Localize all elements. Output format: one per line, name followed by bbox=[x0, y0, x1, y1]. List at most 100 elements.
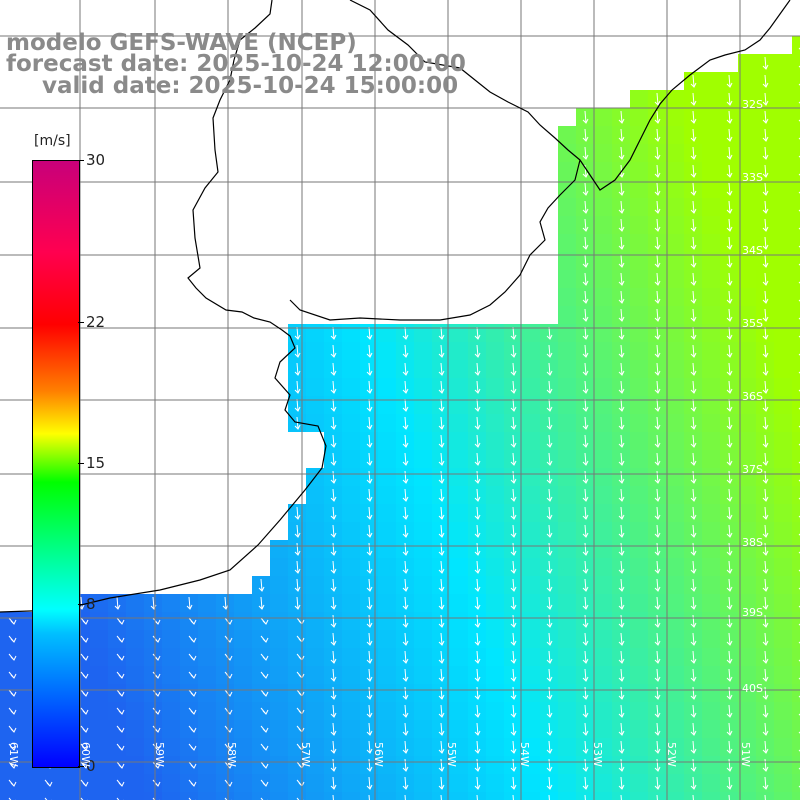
wind-cell bbox=[0, 666, 18, 684]
wind-arrow bbox=[726, 128, 733, 142]
wind-arrow bbox=[690, 776, 697, 790]
wind-cell bbox=[0, 684, 18, 702]
wind-cell bbox=[792, 432, 800, 450]
wind-arrow bbox=[438, 668, 445, 682]
wind-cell bbox=[738, 54, 756, 72]
wind-cell bbox=[774, 576, 792, 594]
wind-arrow bbox=[546, 776, 553, 790]
wind-arrow bbox=[330, 506, 337, 520]
wind-cell bbox=[216, 774, 234, 792]
wind-cell bbox=[0, 756, 18, 774]
wind-arrow bbox=[726, 650, 733, 664]
wind-arrow bbox=[402, 650, 409, 664]
wind-cell bbox=[252, 756, 270, 774]
wind-cell bbox=[774, 324, 792, 342]
wind-cell bbox=[594, 612, 612, 630]
wind-cell bbox=[702, 468, 720, 486]
wind-arrow bbox=[654, 704, 661, 718]
wind-cell bbox=[306, 630, 324, 648]
wind-arrow bbox=[726, 218, 733, 232]
wind-cell bbox=[792, 648, 800, 666]
wind-arrow bbox=[618, 596, 625, 610]
wind-arrow bbox=[618, 254, 625, 268]
wind-cell bbox=[594, 630, 612, 648]
longitude-label: 55W bbox=[445, 742, 458, 767]
wind-cell bbox=[270, 702, 288, 720]
wind-cell bbox=[666, 666, 684, 684]
wind-arrow bbox=[474, 740, 481, 754]
longitude-label: 60W bbox=[79, 742, 92, 767]
wind-cell bbox=[414, 684, 432, 702]
wind-cell bbox=[738, 594, 756, 612]
wind-cell bbox=[774, 270, 792, 288]
wind-cell bbox=[90, 756, 108, 774]
wind-cell bbox=[162, 720, 180, 738]
wind-cell bbox=[450, 378, 468, 396]
wind-cell bbox=[270, 756, 288, 774]
colorbar-tick-label: 0 bbox=[86, 757, 96, 775]
longitude-label: 58W bbox=[225, 742, 238, 767]
wind-cell bbox=[594, 306, 612, 324]
wind-arrow bbox=[546, 560, 553, 574]
wind-arrow bbox=[438, 686, 445, 700]
wind-arrow bbox=[402, 416, 409, 430]
wind-cell bbox=[558, 252, 576, 270]
wind-arrow bbox=[258, 596, 265, 610]
wind-cell bbox=[252, 612, 270, 630]
wind-arrow bbox=[690, 164, 697, 178]
wind-arrow bbox=[116, 779, 125, 787]
wind-arrow bbox=[116, 797, 124, 800]
wind-arrow bbox=[188, 671, 197, 679]
wind-cell bbox=[198, 792, 216, 800]
wind-cell bbox=[774, 414, 792, 432]
wind-cell bbox=[738, 540, 756, 558]
wind-cell bbox=[90, 630, 108, 648]
wind-arrow bbox=[474, 686, 481, 700]
wind-cell bbox=[630, 270, 648, 288]
wind-arrow bbox=[510, 362, 517, 376]
wind-arrow bbox=[582, 578, 589, 592]
wind-cell bbox=[72, 774, 90, 792]
wind-arrow bbox=[582, 488, 589, 502]
wind-cell bbox=[702, 486, 720, 504]
wind-cell bbox=[342, 612, 360, 630]
wind-cell bbox=[0, 774, 18, 792]
wind-cell bbox=[234, 630, 252, 648]
wind-arrow bbox=[510, 326, 517, 340]
wind-cell bbox=[0, 612, 18, 630]
wind-cell bbox=[144, 648, 162, 666]
wind-arrow bbox=[474, 704, 481, 718]
wind-cell bbox=[774, 756, 792, 774]
wind-cell bbox=[216, 756, 234, 774]
wind-arrow bbox=[294, 344, 301, 358]
wind-arrow bbox=[546, 686, 553, 700]
wind-cell bbox=[558, 324, 576, 342]
wind-arrow bbox=[402, 326, 409, 340]
wind-arrow bbox=[8, 779, 17, 787]
wind-arrow bbox=[618, 290, 625, 304]
wind-arrow bbox=[584, 794, 586, 800]
wind-cell bbox=[234, 720, 252, 738]
wind-arrow bbox=[294, 398, 301, 412]
wind-cell bbox=[702, 630, 720, 648]
wind-arrow bbox=[116, 689, 125, 697]
wind-cell bbox=[792, 108, 800, 126]
wind-cell bbox=[792, 270, 800, 288]
wind-cell bbox=[180, 684, 198, 702]
wind-arrow bbox=[618, 650, 625, 664]
wind-arrow bbox=[510, 542, 517, 556]
wind-arrow bbox=[618, 722, 625, 736]
wind-cell bbox=[522, 360, 540, 378]
wind-arrow bbox=[690, 506, 697, 520]
wind-arrow bbox=[260, 761, 269, 769]
wind-arrow bbox=[618, 488, 625, 502]
wind-cell bbox=[774, 288, 792, 306]
wind-arrow bbox=[762, 776, 769, 790]
wind-arrow bbox=[438, 596, 445, 610]
wind-arrow bbox=[294, 326, 301, 340]
wind-arrow bbox=[546, 722, 553, 736]
wind-arrow bbox=[402, 380, 409, 394]
wind-cell bbox=[414, 666, 432, 684]
wind-arrow bbox=[402, 596, 409, 610]
